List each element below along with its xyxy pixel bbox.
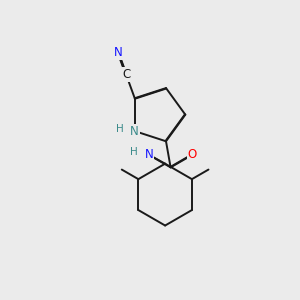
Text: O: O [188,148,197,161]
Text: N: N [114,46,122,59]
Text: N: N [130,124,139,138]
Text: H: H [130,148,137,158]
Text: H: H [116,124,123,134]
Text: N: N [145,148,153,161]
Text: C: C [122,68,130,81]
